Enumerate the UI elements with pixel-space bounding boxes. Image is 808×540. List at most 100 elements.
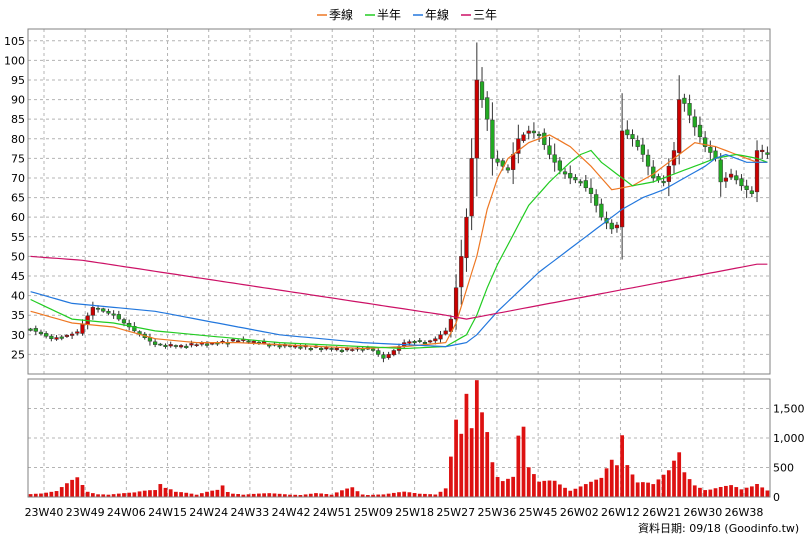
- candle: [376, 348, 381, 357]
- candle-body: [153, 341, 158, 345]
- volume-bar: [381, 494, 386, 497]
- candle: [583, 175, 588, 192]
- x-tick-label: 24W51: [313, 506, 352, 519]
- volume-bar: [59, 487, 64, 497]
- x-tick-label: 26W38: [725, 506, 764, 519]
- candle: [723, 172, 729, 188]
- candle: [33, 325, 38, 336]
- candle: [552, 143, 557, 172]
- candle: [614, 221, 620, 233]
- volume-bar: [246, 494, 251, 497]
- plot-frames: [27, 28, 771, 498]
- volume-bar: [407, 492, 412, 497]
- volume-bar: [724, 485, 728, 497]
- candle: [469, 138, 474, 231]
- volume-bar: [282, 494, 287, 497]
- candle-body: [163, 344, 168, 347]
- price-tick-label: 85: [11, 113, 25, 126]
- price-tick-label: 35: [11, 309, 25, 322]
- candle-body: [246, 340, 251, 343]
- x-tick-label: 26W30: [683, 506, 722, 519]
- candle: [765, 146, 770, 159]
- volume-bar: [402, 491, 407, 497]
- candle: [308, 346, 313, 352]
- candle: [319, 346, 324, 353]
- volume-bar: [220, 485, 225, 497]
- candle-body: [381, 354, 386, 359]
- volume-bar: [552, 480, 557, 497]
- candle-body: [80, 324, 85, 334]
- candle: [645, 149, 651, 176]
- volume-bar: [428, 494, 433, 497]
- volume-bar: [739, 489, 744, 497]
- candle-body: [464, 216, 469, 259]
- legend: 季線 半年 年線 三年: [317, 7, 497, 22]
- volume-bar: [334, 492, 339, 497]
- candle-body: [479, 81, 485, 100]
- candle: [749, 186, 754, 198]
- candle: [464, 208, 469, 272]
- volume-bar: [116, 493, 121, 497]
- candle: [526, 125, 531, 140]
- volume-bar: [85, 491, 90, 497]
- volume-bar: [651, 484, 656, 497]
- candle-body: [64, 334, 70, 337]
- volume-bar: [49, 491, 54, 497]
- volume-bar: [506, 478, 510, 497]
- x-tick-label: 25W27: [436, 506, 475, 519]
- candle-body: [754, 150, 760, 193]
- volume-bar: [376, 494, 381, 497]
- x-tick-label: 25W36: [478, 506, 517, 519]
- candle-body: [230, 339, 236, 342]
- candle-body: [132, 326, 137, 332]
- volume-tick-label: 1,000: [773, 432, 805, 445]
- volume-bars: [28, 380, 770, 497]
- candle: [495, 150, 500, 167]
- candle-body: [33, 328, 38, 332]
- candle-body: [635, 140, 640, 147]
- candle-body: [329, 348, 334, 350]
- candle: [692, 109, 697, 136]
- volume-bar: [101, 494, 106, 497]
- candle-body: [261, 341, 267, 344]
- candle-body: [267, 344, 272, 347]
- candle: [542, 128, 547, 150]
- volume-bar: [293, 494, 298, 497]
- volume-bar: [687, 479, 692, 497]
- candle: [474, 42, 479, 197]
- volume-bar: [708, 489, 713, 497]
- candle-body: [697, 124, 703, 138]
- candle-body: [645, 154, 651, 167]
- candle: [687, 94, 692, 124]
- volume-bar: [620, 435, 624, 497]
- candle: [101, 307, 106, 313]
- candle-body: [728, 173, 734, 178]
- price-tick-label: 70: [11, 172, 25, 185]
- candle-body: [189, 343, 194, 346]
- volume-bar: [163, 487, 168, 497]
- candle-body: [236, 340, 241, 342]
- volume-bar: [251, 493, 256, 497]
- volume-bar: [423, 493, 427, 497]
- volume-bar: [672, 460, 676, 497]
- volume-tick-label: 0: [773, 491, 780, 504]
- volume-bar: [692, 485, 697, 497]
- candle-body: [749, 190, 754, 194]
- x-tick-label: 23W49: [66, 506, 105, 519]
- volume-bar: [537, 481, 541, 497]
- candle: [386, 351, 391, 360]
- volume-bar: [578, 486, 583, 497]
- candle-body: [75, 331, 80, 334]
- candle: [661, 175, 666, 187]
- candle: [49, 334, 54, 342]
- candle-body: [422, 342, 428, 345]
- volume-bar: [500, 481, 505, 497]
- price-tick-label: 100: [4, 54, 25, 67]
- candle-body: [692, 116, 697, 128]
- x-tick-label: 25W45: [519, 506, 558, 519]
- candle: [609, 219, 614, 234]
- volume-bar: [142, 490, 147, 497]
- candle: [754, 140, 760, 203]
- volume-bar: [236, 494, 241, 497]
- candle: [44, 331, 49, 339]
